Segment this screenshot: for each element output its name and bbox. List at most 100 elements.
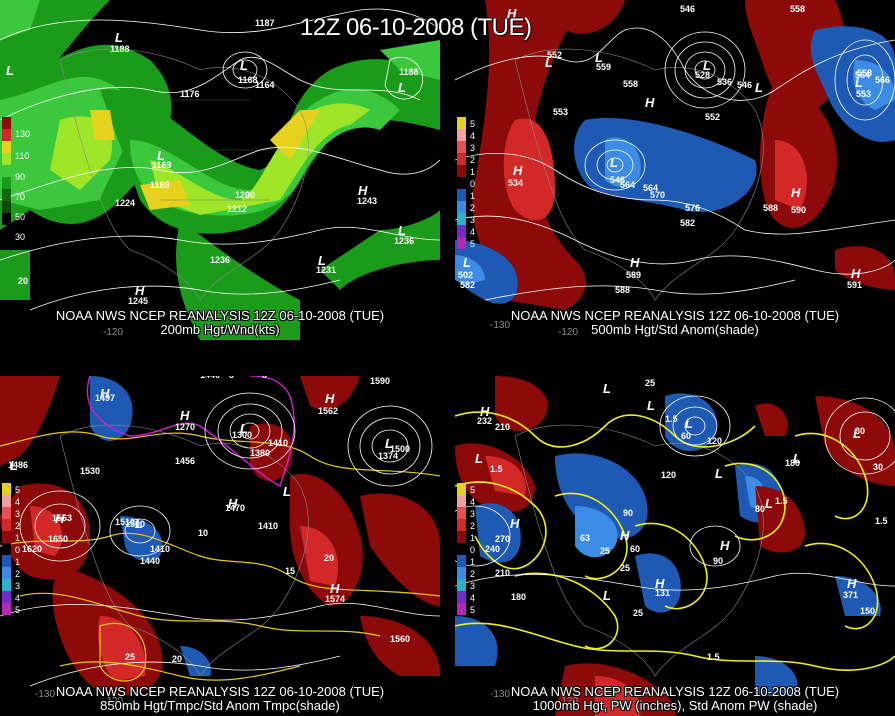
contour-label: 1.5 [775,496,788,506]
legend-label: 2 [470,569,476,579]
longitude-label: -120 [103,696,124,707]
contour-label: 1.5 [875,516,888,526]
contour-label: 60 [630,544,641,554]
panel-subcaption: 200mb Hgt/Wnd(kts) [160,322,280,337]
contour-label: 1374 [378,451,399,461]
contour-label: 1231 [316,265,337,275]
contour-label: 1200 [235,190,256,200]
legend-label: 0 [15,545,21,555]
legend-label: 4 [470,593,476,603]
contour-label: 536 [717,77,733,87]
legend-label: 5 [15,485,21,495]
contour-label: 582 [680,218,696,228]
legend-label: 2 [15,569,21,579]
legend-label: 1 [470,557,476,567]
legend-label: 5 [15,605,21,615]
legend-label: 3 [470,143,476,153]
contour-label: 1510 [115,517,136,527]
contour-label: 1563 [52,513,73,523]
contour-label: 30 [855,426,866,436]
contour-label: 371 [843,590,859,600]
panel-1000mb: H L L L L L L H H H L L H H L 25 1.5 210… [455,376,895,716]
legend-label: 1 [470,167,476,177]
contour-label: 1410 [268,438,289,448]
contour-label: 576 [685,203,701,213]
contour-label: 1169 [152,160,172,170]
contour-label: 20 [18,276,29,286]
contour-label: 589 [626,270,642,280]
legend-label: 3 [470,215,476,225]
contour-label: 210 [495,568,511,578]
legend-label: 3 [15,509,21,519]
panel-subcaption: 500mb Hgt/Std Anom(shade) [591,322,759,337]
contour-label: 90 [713,556,724,566]
anomaly-legend: 5 4 3 2 1 0 1 2 3 4 5 [2,483,20,615]
legend-label: 1 [470,191,476,201]
contour-label: 1562 [318,406,339,416]
legend-label: 4 [15,593,21,603]
legend-label: 1 [15,533,21,543]
contour-label: 131 [655,588,671,598]
contour-label: 5 [262,376,267,380]
anomaly-legend: 5 4 3 2 1 0 1 2 3 4 5 [457,483,475,615]
panel-850mb: H H L L H H L H L H L 1440 -5 5 1590 149… [0,376,440,716]
contour-label: 1188 [110,44,130,54]
contour-label: 553 [856,89,872,99]
longitude-label: -120 [103,327,124,338]
contour-label: 1470 [225,503,246,513]
contour-label: 558 [623,79,639,89]
legend-label: 0 [470,179,476,189]
contour-label: 25 [125,652,136,662]
contour-label: 25 [633,608,644,618]
legend-label: 0 [470,545,476,555]
legend-label: 4 [470,497,476,507]
contour-label: 90 [623,508,634,518]
legend-label: 5 [470,119,476,129]
contour-label: 546 [737,80,753,90]
contour-label: 1410 [258,521,279,531]
longitude-label: -130 [490,689,511,700]
contour-label: 1440 [140,556,161,566]
contour-label: 1530 [80,466,101,476]
panel-500mb: H L L L H L L H H L L H H 546 558 552 55… [455,0,895,340]
contour-label: 120 [661,470,677,480]
contour-label: 1.5 [707,652,720,662]
contour-label: 546 [610,175,626,185]
legend-label: 4 [470,227,476,237]
contour-label: 1486 [8,460,29,470]
contour-label: 1168 [238,75,258,85]
longitude-label: -130 [490,320,511,331]
legend-label: 30 [15,232,26,242]
longitude-label: -120 [558,327,579,338]
contour-label: 1243 [357,196,378,206]
contour-label: 1.5 [490,464,503,474]
panel-caption: NOAA NWS NCEP REANALYSIS 12Z 06-10-2008 … [510,684,840,699]
contour-label: 1500 [125,519,146,529]
legend-label: 90 [15,172,26,182]
contour-label: 180 [785,458,801,468]
legend-label: 5 [470,605,476,615]
contour-label: 1440 [200,376,220,380]
map-200mb [0,0,440,340]
contour-label: 1270 [175,422,196,432]
contour-label: 588 [615,285,631,295]
contour-label: 566 [875,75,891,85]
contour-label: 80 [755,504,766,514]
panel-caption: NOAA NWS NCEP REANALYSIS 12Z 06-10-2008 … [510,308,840,323]
contour-label: 1.5 [665,414,678,424]
anomaly-legend: 5 4 3 2 1 0 1 2 3 4 5 [457,117,475,249]
legend-label: 3 [470,581,476,591]
legend-label: 3 [15,581,21,591]
contour-label: 1300 [232,430,253,440]
legend-label: 1 [470,533,476,543]
contour-label: 150 [860,606,876,616]
page-title: 12Z 06-10-2008 (TUE) [300,14,532,41]
contour-label: 1497 [95,393,116,403]
panel-subcaption: 1000mb Hgt, PW (inches), Std Anom PW (sh… [532,698,818,713]
panel-subcaption: 850mb Hgt/Tmpc/Std Anom Tmpc(shade) [100,698,340,713]
legend-label: 2 [470,521,476,531]
contour-label: 570 [650,190,666,200]
contour-label: 590 [791,205,807,215]
contour-label: 528 [695,70,711,80]
contour-label: 534 [508,178,524,188]
